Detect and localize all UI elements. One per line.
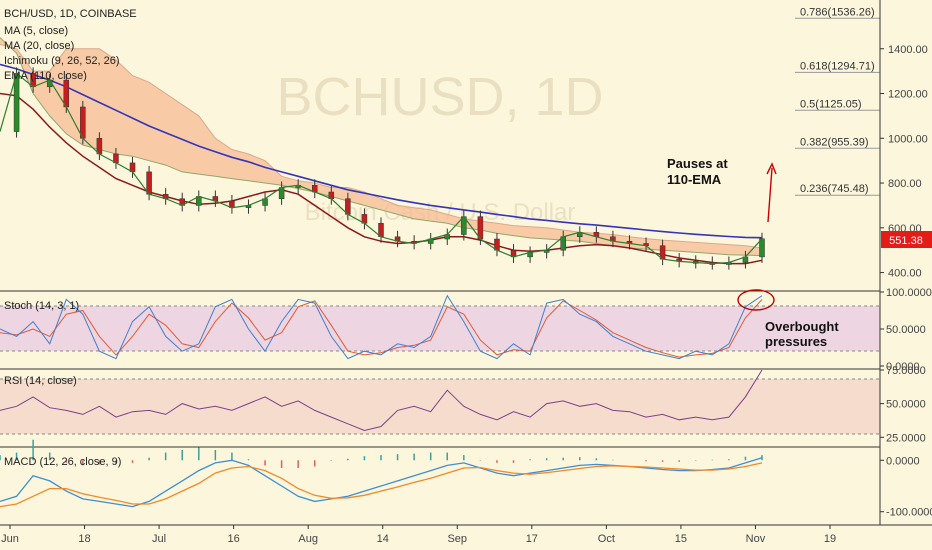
price-tick-label: 1200.00 [888,89,928,101]
legend-entry: Ichimoku (9, 26, 52, 26) [4,55,120,67]
price-tick-label: 400.00 [888,268,922,280]
rsi-line [0,369,763,432]
cloud-span-a [0,43,763,249]
price-pane: BCHUSD, 1D Bitcoin Cash / U.S. Dollar 0.… [0,0,880,290]
ema-110-line [0,63,763,239]
fib-label: 0.236(745.48) [800,183,869,195]
stoch-label: Stoch (14, 3, 1) [4,300,79,312]
candle-body [759,238,765,258]
fib-label: 0.382(955.39) [800,136,869,148]
fibonacci-levels: 0.786(1536.26) 0.618(1294.71) 0.5(1125.05)… [795,6,880,196]
annotation-line-1: Pauses at [667,156,728,171]
stoch-k-line [0,294,763,360]
time-tick-label: 19 [824,533,836,545]
legend-entry: MA (5, close) [4,25,68,37]
time-tick-label: Oct [598,533,615,545]
legend-entry: EMA (110, close) [4,70,87,82]
price-tick-label: 800.00 [888,178,922,190]
stoch-pane: Stoch (14, 3, 1) Overbought pressures [0,289,880,360]
legend-entry: MA (20, close) [4,40,74,52]
macd-signal-line [0,462,763,508]
time-ticks: Jun 18 Jul 16 Aug 14 Sep 17 Oct 15 Nov 19 [1,525,836,545]
symbol-label: BCH/USD, 1D, COINBASE [4,8,137,20]
axis-ticks: 1400.001200.001000.00800.00600.00400.001… [880,44,932,519]
rsi-label: RSI (14, close) [4,375,77,387]
fib-label: 0.786(1536.26) [800,6,875,18]
price-axis: 1400.001200.001000.00800.00600.00400.001… [879,0,932,525]
macd-tick-label: -100.0000 [886,507,932,519]
current-price-box [881,231,932,248]
rsi-tick-label: 25.0000 [886,432,926,444]
watermark: BCHUSD, 1D [276,67,603,127]
time-tick-label: Sep [447,533,467,545]
time-tick-label: 16 [228,533,240,545]
time-tick-label: Aug [298,533,318,545]
rsi-band [0,379,880,434]
macd-pane: MACD (12, 26, close, 9) [0,439,880,508]
time-tick-label: Nov [746,533,766,545]
time-tick-label: Jul [152,533,166,545]
annotation-arrow [767,167,773,223]
stoch-annotation-2: pressures [765,334,827,349]
rsi-pane: RSI (14, close) [0,368,880,435]
stoch-tick-label: 100.0000 [886,287,932,299]
time-tick-label: 17 [526,533,538,545]
annotation-line-2: 110-EMA [667,172,722,187]
stoch-tick-label: 50.0000 [886,324,926,336]
candle-body [80,106,86,139]
time-tick-label: 15 [675,533,687,545]
fib-label: 0.5(1125.05) [800,98,862,110]
candle-body [63,79,70,108]
time-tick-label: 18 [78,533,90,545]
price-tick-label: 1000.00 [888,133,928,145]
overbought-circle [737,289,775,311]
price-lines [0,63,765,270]
macd-tick-label: 0.0000 [886,455,920,467]
annotation-arrow-head [766,162,777,175]
time-tick-label: 14 [377,533,389,545]
rsi-tick-label: 75.0000 [886,365,926,377]
time-axis: Jun 18 Jul 16 Aug 14 Sep 17 Oct 15 Nov 19 [0,524,932,545]
candle-body [13,73,20,132]
macd-lines [0,439,763,508]
rsi-tick-label: 50.0000 [886,399,926,411]
stoch-d-line [0,299,763,358]
fib-label: 0.618(1294.71) [800,60,875,72]
stoch-lines [0,294,763,360]
indicator-legend: MA (5, close) MA (20, close) Ichimoku (9, … [4,25,120,82]
ma-5-line [0,72,763,265]
rsi-line [0,369,763,432]
cloud-area [0,37,762,256]
stoch-annotation-1: Overbought [765,319,839,334]
stoch-tick-label: 0.0000 [886,361,920,373]
time-tick-label: Jun [1,533,19,545]
price-tick-label: 1400.00 [888,44,928,56]
macd-label: MACD (12, 26, close, 9) [4,456,121,468]
current-price-label: 551.38 [889,235,923,247]
